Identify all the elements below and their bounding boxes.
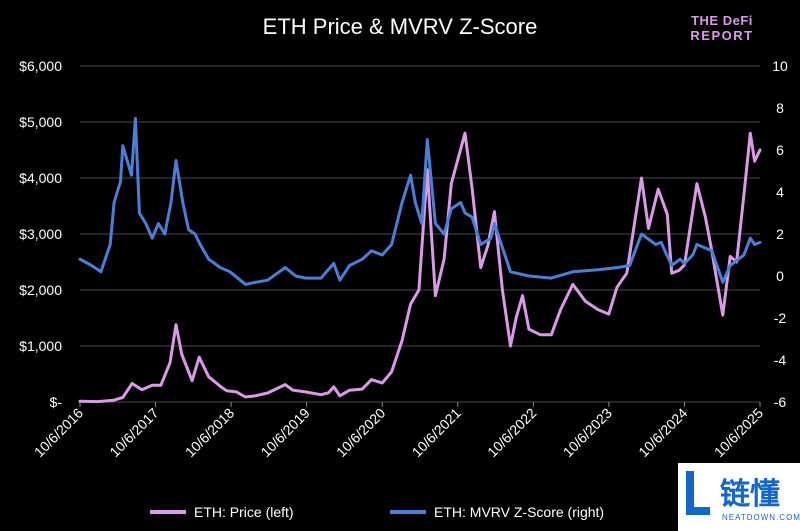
y-right-tick-label: 6 (776, 142, 784, 158)
y-right-tick-label: 2 (776, 226, 784, 242)
legend-label-mvrv: ETH: MVRV Z-Score (right) (434, 504, 605, 520)
y-right-tick-label: 10 (772, 58, 788, 74)
legend-swatch-price (150, 510, 186, 514)
x-tick-label: 10/6/2025 (711, 405, 767, 461)
y-right-tick-label: -6 (774, 394, 787, 410)
y-right-tick-label: 4 (776, 184, 784, 200)
y-left-tick-label: $3,000 (19, 226, 62, 242)
y-left-tick-label: $4,000 (19, 170, 62, 186)
legend-item-mvrv: ETH: MVRV Z-Score (right) (390, 500, 604, 524)
chart-title: ETH Price & MVRV Z-Score (262, 14, 538, 39)
x-tick-label: 10/6/2022 (484, 405, 540, 461)
y-right-tick-label: 0 (776, 268, 784, 284)
y-right-tick-label: -2 (774, 310, 787, 326)
y-right-tick-label: 8 (776, 100, 784, 116)
watermark-text: 链懂 (720, 477, 780, 512)
logo-line-1: THE DeFi (691, 13, 753, 28)
x-tick-label: 10/6/2024 (635, 405, 691, 461)
x-tick-label: 10/6/2017 (106, 405, 162, 461)
y-left-tick-label: $6,000 (19, 58, 62, 74)
legend-label-price: ETH: Price (left) (194, 504, 294, 520)
logo-line-2: REPORT (690, 28, 754, 43)
y-right-tick-label: -4 (774, 352, 787, 368)
y-left-tick-label: $2,000 (19, 282, 62, 298)
y-left-tick-label: $- (50, 394, 63, 410)
price-line (78, 131, 762, 404)
x-tick-label: 10/6/2016 (31, 405, 87, 461)
y-left-tick-label: $1,000 (19, 338, 62, 354)
legend-swatch-mvrv (390, 510, 426, 514)
watermark-logo-icon (686, 471, 710, 515)
watermark-subtext: NEATDOWN.COM (722, 513, 800, 522)
x-tick-label: 10/6/2020 (333, 405, 389, 461)
x-tick-label: 10/6/2019 (257, 405, 313, 461)
legend-item-price: ETH: Price (left) (150, 500, 294, 524)
brand-logo: THE DeFi REPORT (684, 14, 760, 42)
watermark-badge: 链懂 NEATDOWN.COM (678, 463, 800, 531)
x-tick-label: 10/6/2021 (409, 405, 465, 461)
x-tick-label: 10/6/2018 (182, 405, 238, 461)
mvrv-line (78, 117, 762, 286)
chart-legend: ETH: Price (left) ETH: MVRV Z-Score (rig… (0, 500, 800, 524)
x-tick-label: 10/6/2023 (560, 405, 616, 461)
y-left-tick-label: $5,000 (19, 114, 62, 130)
